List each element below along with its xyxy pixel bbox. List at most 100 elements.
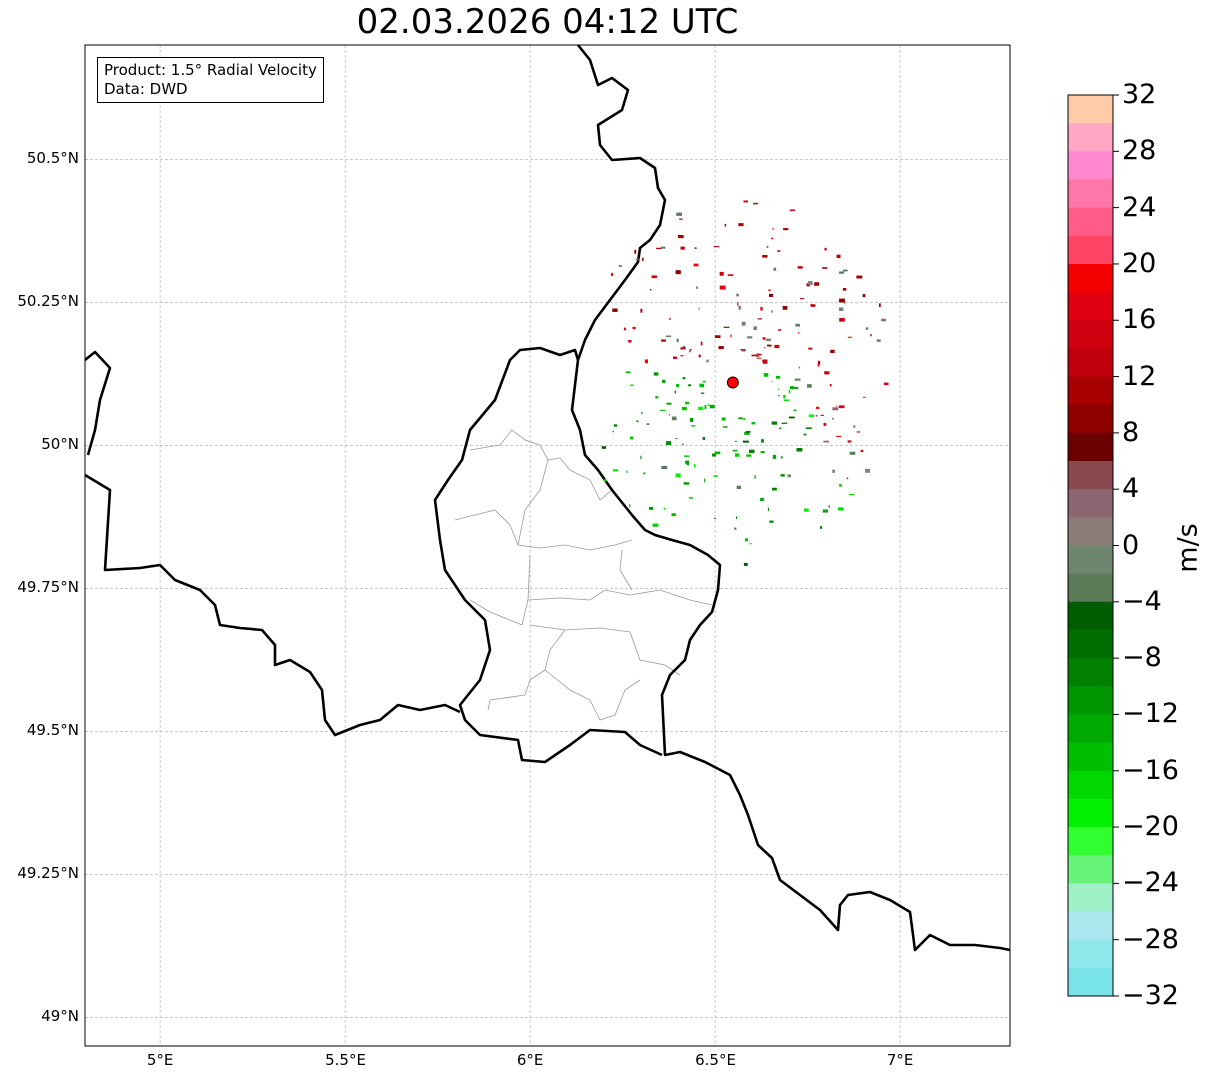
colorbar-tick-label: 28	[1122, 135, 1157, 167]
colorbar-segment	[1068, 770, 1113, 800]
lon-tick-label: 5.5°E	[325, 1051, 366, 1069]
echo-pixel	[817, 360, 821, 365]
echo-pixel	[696, 286, 698, 289]
echo-pixel	[794, 387, 799, 389]
echo-pixel	[652, 523, 659, 527]
echo-pixel	[661, 465, 668, 469]
echo-pixel	[727, 274, 734, 276]
colorbar-tick-label: −24	[1122, 867, 1179, 899]
echo-pixel	[736, 293, 739, 297]
echo-pixel	[766, 245, 769, 248]
echo-pixel	[744, 538, 749, 542]
echo-pixel	[763, 373, 769, 377]
colorbar-segment	[1068, 95, 1113, 124]
echo-pixel	[722, 426, 728, 428]
echo-pixel	[757, 318, 763, 320]
echo-pixel	[643, 472, 646, 475]
echo-pixel	[682, 377, 686, 380]
echo-pixel	[839, 317, 845, 322]
product-info-box: Product: 1.5° Radial Velocity Data: DWD	[97, 57, 324, 103]
echo-pixel	[676, 212, 682, 216]
echo-pixel	[797, 332, 800, 334]
echo-pixel	[836, 435, 842, 437]
lat-tick-label: 50°N	[41, 435, 79, 454]
echo-pixel	[640, 455, 642, 460]
echo-pixel	[612, 308, 618, 312]
echo-pixel	[803, 433, 807, 436]
echo-pixel	[843, 302, 846, 304]
echo-pixel	[765, 338, 771, 342]
echo-pixel	[762, 337, 766, 340]
colorbar-segment	[1068, 432, 1113, 462]
echo-pixel	[846, 477, 849, 480]
echo-pixel	[804, 508, 809, 512]
echo-pixel	[754, 475, 756, 479]
echo-pixel	[743, 440, 749, 443]
echo-pixel	[807, 384, 812, 388]
echo-pixel	[735, 516, 738, 520]
echo-pixel	[814, 282, 820, 286]
echo-pixel	[625, 371, 631, 374]
colorbar-segment	[1068, 348, 1113, 378]
echo-pixel	[789, 386, 795, 390]
echo-pixel	[777, 250, 781, 252]
echo-pixel	[823, 440, 829, 443]
echo-pixel	[838, 307, 844, 312]
echo-pixel	[655, 396, 659, 399]
data-source-label: Data: DWD	[104, 80, 188, 98]
colorbar-segment	[1068, 686, 1113, 715]
echo-pixel	[698, 406, 703, 411]
echo-pixel	[679, 218, 683, 220]
echo-pixel	[778, 427, 782, 430]
echo-pixel	[707, 404, 710, 406]
echo-pixel	[668, 413, 670, 416]
echo-pixel	[782, 305, 788, 310]
colorbar-segment	[1068, 629, 1113, 659]
echo-pixel	[656, 247, 662, 250]
radar-site-marker	[726, 376, 739, 389]
colorbar-tick-label: 8	[1122, 416, 1140, 448]
echo-pixel	[676, 383, 680, 388]
echo-pixel	[865, 327, 869, 330]
echo-pixel	[796, 448, 803, 452]
echo-pixel	[671, 416, 677, 421]
echo-pixel	[689, 349, 692, 351]
plot-frame	[84, 44, 1011, 1047]
echo-pixel	[772, 228, 775, 230]
colorbar-tick-label: −32	[1122, 980, 1179, 1011]
echo-pixel	[764, 347, 766, 349]
echo-pixel	[815, 415, 818, 417]
echo-pixel	[837, 507, 844, 511]
colorbar-segment	[1068, 601, 1113, 631]
echo-pixel	[671, 513, 676, 517]
echo-pixel	[713, 475, 718, 477]
echo-pixel	[799, 298, 805, 300]
colorbar-tick-label: 24	[1122, 191, 1157, 223]
echo-pixel	[699, 383, 705, 388]
echo-pixel	[836, 254, 841, 259]
echo-pixel	[771, 380, 773, 382]
echo-pixel	[748, 449, 755, 454]
echo-pixel	[618, 265, 622, 267]
echo-pixel	[822, 509, 829, 513]
echo-pixel	[723, 326, 730, 328]
echo-pixel	[649, 289, 652, 291]
colorbar-segment	[1068, 939, 1113, 969]
echo-pixel	[756, 357, 762, 359]
echo-pixel	[847, 440, 852, 443]
echo-pixel	[749, 543, 752, 545]
echo-pixel	[685, 401, 689, 405]
echo-pixel	[698, 307, 700, 310]
product-label: Product: 1.5° Radial Velocity	[104, 61, 317, 79]
echo-pixel	[698, 354, 701, 358]
colorbar-segment	[1068, 151, 1113, 180]
colorbar-tick-label: −12	[1122, 698, 1179, 730]
echo-pixel	[773, 267, 777, 271]
echo-pixel	[743, 418, 745, 421]
echo-pixel	[797, 266, 803, 269]
echo-pixel	[694, 247, 697, 249]
echo-pixel	[771, 310, 773, 313]
colorbar-segment	[1068, 235, 1113, 265]
colorbar-segment	[1068, 883, 1113, 913]
colorbar-segment	[1068, 404, 1113, 434]
